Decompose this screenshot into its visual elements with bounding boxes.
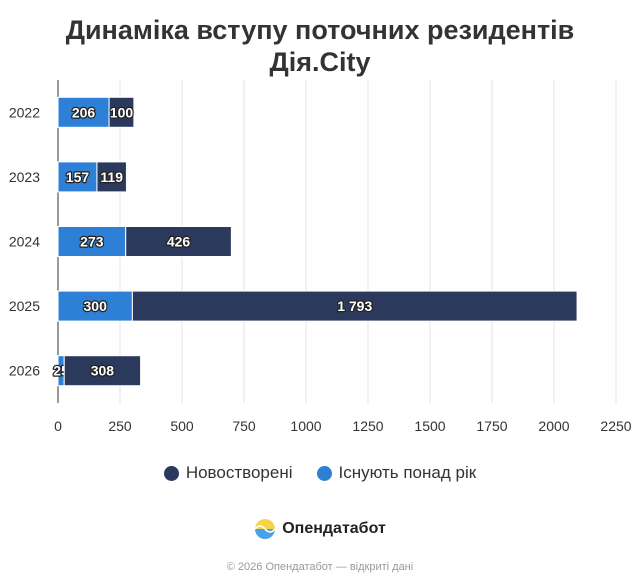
data-label-2023-series-0: 157 xyxy=(66,169,90,185)
y-tick-label-2022: 2022 xyxy=(9,104,40,120)
x-tick-label-2000: 2000 xyxy=(538,418,569,434)
legend-item-existing[interactable]: Існують понад рік xyxy=(316,463,477,483)
data-label-2022-series-0: 206 xyxy=(72,104,96,120)
bar-2023-series-1 xyxy=(96,161,127,193)
y-tick-label-2026: 2026 xyxy=(9,363,40,379)
x-tick-label-250: 250 xyxy=(108,418,132,434)
x-tick-label-500: 500 xyxy=(170,418,194,434)
legend-label-existing: Існують понад рік xyxy=(338,463,477,482)
x-tick-label-1000: 1000 xyxy=(290,418,321,434)
data-label-2024-series-0: 273 xyxy=(80,234,104,250)
brand: Опендатабот xyxy=(0,518,640,540)
legend-swatch-new xyxy=(163,465,179,481)
opendatabot-logo-icon xyxy=(255,519,276,539)
data-label-2024-series-1: 426 xyxy=(167,234,191,250)
data-label-2025-series-1: 1 793 xyxy=(337,298,372,314)
data-label-2026-series-1: 308 xyxy=(91,363,115,379)
data-label-2023-series-1: 119 xyxy=(100,169,123,185)
x-tick-label-750: 750 xyxy=(232,418,256,434)
y-tick-label-2023: 2023 xyxy=(9,169,40,185)
legend-label-new: Новостворені xyxy=(185,463,293,482)
bar-2025-series-0 xyxy=(57,290,133,322)
legend-item-new[interactable]: Новостворені xyxy=(163,463,293,483)
bar-chart: 0 250 500 750 1000 1250 1500 1750 2000 2250 2022 20… xyxy=(9,80,632,434)
chart-title-line1: Динаміка вступу поточних резидентів xyxy=(65,15,575,45)
x-tick-label-1750: 1750 xyxy=(476,418,507,434)
bar-2024-series-1 xyxy=(125,226,232,257)
footer: © 2026 Опендатабот — відкриті дані xyxy=(226,561,414,573)
brand-name: Опендатабот xyxy=(282,520,386,537)
data-label-2025-series-0: 300 xyxy=(84,298,108,314)
chart-title: Динаміка вступу поточних резидентів Дія.… xyxy=(0,14,640,78)
bar-2022-series-1 xyxy=(108,96,135,128)
x-tick-label-2250: 2250 xyxy=(600,418,631,434)
y-tick-label-2024: 2024 xyxy=(9,234,40,250)
bar-2025-series-1 xyxy=(131,290,578,322)
y-tick-label-2025: 2025 xyxy=(9,298,40,314)
chart-title-line2: Дія.City xyxy=(269,47,371,77)
x-tick-label-0: 0 xyxy=(54,418,62,434)
legend: Новостворені Існують понад рік xyxy=(0,463,640,483)
data-label-2022-series-1: 100 xyxy=(110,104,134,120)
x-tick-label-1500: 1500 xyxy=(414,418,445,434)
x-tick-label-1250: 1250 xyxy=(352,418,383,434)
bar-2024-series-0 xyxy=(57,226,127,257)
bar-2023-series-0 xyxy=(57,161,98,193)
legend-swatch-existing xyxy=(316,465,332,481)
bar-2026-series-1 xyxy=(63,355,142,387)
